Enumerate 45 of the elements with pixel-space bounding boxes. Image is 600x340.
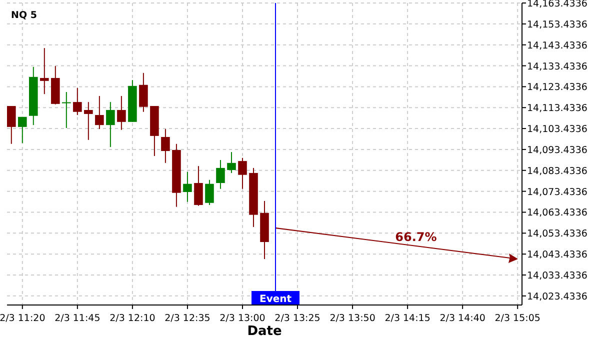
y-tick-label: 14,143.4336: [527, 40, 588, 52]
candlestick: [183, 171, 192, 202]
candlestick: [139, 72, 148, 112]
x-tick-label: 2/3 13:00: [220, 313, 266, 324]
y-tick-label: 14,103.4336: [527, 124, 588, 136]
y-tick-label: 14,093.4336: [527, 144, 588, 156]
candlestick: [40, 48, 49, 95]
text: NQ 5: [11, 10, 37, 21]
x-axis-title: Date: [247, 324, 282, 339]
y-tick-label: 14,073.4336: [527, 186, 588, 198]
candlestick: [18, 116, 27, 144]
candlestick: [73, 88, 82, 116]
x-tick-label: 2/3 12:10: [110, 313, 156, 324]
y-tick-label: 14,113.4336: [527, 103, 588, 114]
candlestick: [238, 157, 247, 190]
x-tick-label: 2/3 13:25: [274, 313, 320, 324]
y-tick-label: 14,023.4336: [527, 291, 588, 302]
candlestick: [117, 95, 126, 130]
x-tick-label: 2/3 12:35: [164, 313, 210, 324]
y-tick-label: 14,153.4336: [527, 19, 588, 30]
x-tick-label: 2/3 13:50: [330, 313, 376, 324]
x-tick-label: 2/3 15:05: [494, 313, 540, 324]
candlestick: [7, 106, 16, 144]
x-tick-label: 2/3 11:20: [0, 313, 46, 324]
candlestick: [216, 160, 225, 190]
candlestick: [84, 102, 93, 140]
x-tick-label: 2/3 11:45: [54, 313, 100, 324]
y-tick-label: 14,053.4336: [527, 228, 588, 240]
candlestick: [205, 179, 214, 206]
candlestick: [194, 166, 203, 206]
y-tick-label: 14,063.4336: [527, 208, 588, 219]
candlestick: [106, 102, 115, 148]
y-tick-label: 14,133.4336: [527, 61, 588, 72]
candlestick: [95, 95, 104, 130]
x-tick-label: 2/3 14:15: [384, 313, 430, 324]
candlestick: [62, 91, 71, 128]
candlestick: [227, 152, 236, 174]
y-tick-label: 14,033.4336: [527, 270, 588, 282]
y-tick-label: 14,123.4336: [527, 82, 588, 94]
candlestick: [161, 128, 170, 164]
y-tick-label: 14,043.4336: [527, 250, 588, 261]
y-tick-label: 14,083.4336: [527, 166, 588, 177]
x-tick-label: 2/3 14:40: [440, 313, 486, 324]
annotation: 66.7%: [395, 230, 437, 244]
ref-line-label: Event: [259, 294, 292, 305]
